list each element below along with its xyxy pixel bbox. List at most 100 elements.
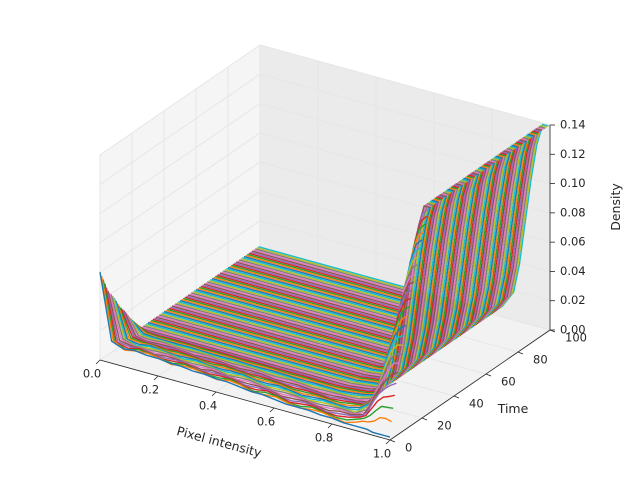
series-line — [151, 197, 442, 383]
series-line — [154, 195, 445, 381]
x-tick-label: 0.4 — [199, 399, 217, 413]
grid-line-z — [99, 44, 551, 156]
series-line — [216, 152, 507, 338]
series-line — [171, 183, 463, 368]
x-tick-label: 0.2 — [141, 383, 159, 397]
z-tick-label: 0.08 — [560, 205, 586, 219]
series-line — [221, 148, 512, 334]
series-line — [219, 150, 511, 335]
series-line — [157, 192, 448, 378]
x-tick-label: 1.0 — [373, 447, 391, 461]
x-axis-title: Pixel intensity — [175, 423, 264, 460]
z-tick-label: 0.02 — [560, 293, 586, 307]
series-line — [149, 198, 440, 384]
series-line — [194, 167, 485, 353]
series-line — [192, 168, 483, 354]
series-line — [163, 188, 455, 374]
series-line — [129, 247, 421, 397]
series-line — [139, 205, 431, 390]
grid-line-z — [99, 103, 551, 215]
series-line — [200, 163, 491, 349]
series-line — [211, 155, 503, 341]
grid-line-z — [99, 73, 551, 185]
z-tick-label: 0.04 — [560, 264, 586, 278]
series-line — [184, 174, 475, 360]
series-line — [215, 153, 506, 339]
y-axis-title: Time — [497, 401, 529, 416]
y-tick-label: 100 — [565, 331, 587, 345]
series-line — [224, 146, 515, 332]
y-tick-label: 40 — [469, 397, 484, 411]
series-line — [186, 173, 477, 359]
x-tick-mark — [153, 375, 159, 381]
y-tick-label: 0 — [405, 441, 412, 455]
series-line — [168, 185, 459, 371]
series-line — [128, 255, 420, 398]
series-line — [162, 189, 453, 375]
x-tick-mark — [211, 391, 217, 397]
y-tick-label: 60 — [501, 375, 516, 389]
series-line — [147, 199, 439, 385]
series-line — [99, 271, 391, 438]
series-line — [175, 180, 466, 366]
z-tick-label: 0.12 — [560, 147, 586, 161]
z-axis-title: Density — [608, 183, 623, 231]
series-line — [143, 202, 434, 388]
series-line — [152, 196, 443, 382]
series-line — [159, 191, 450, 377]
y-tick-mark — [421, 417, 428, 421]
chart-axes — [99, 125, 551, 441]
z-tick-label: 0.14 — [560, 118, 586, 132]
series-line — [141, 203, 432, 389]
series-line — [199, 164, 490, 350]
series-line — [173, 181, 464, 367]
series-line — [227, 144, 519, 330]
series-line — [223, 147, 514, 333]
x-tick-mark — [327, 423, 333, 429]
x-tick-label: 0.6 — [257, 415, 275, 429]
x-tick-mark — [269, 407, 275, 413]
series-line — [189, 170, 480, 356]
series-line — [136, 215, 428, 393]
x-tick-label: 0.0 — [83, 367, 101, 381]
series-line — [181, 176, 472, 362]
series-line — [207, 158, 498, 344]
series-line — [144, 201, 435, 387]
series-line — [229, 143, 520, 329]
series-line — [187, 172, 479, 357]
y-tick-mark — [517, 351, 524, 355]
series-line — [197, 165, 488, 351]
series-line — [202, 162, 493, 348]
series-line — [218, 151, 509, 337]
series-line — [146, 200, 437, 386]
series-line — [160, 190, 451, 376]
series-line — [191, 169, 482, 355]
y-axis-line — [389, 329, 551, 441]
y-tick-mark — [453, 395, 460, 399]
series-line — [138, 208, 429, 392]
x-tick-mark — [95, 359, 101, 365]
series-line — [203, 161, 495, 346]
series-line — [178, 178, 469, 364]
series-line — [167, 186, 458, 372]
x-tick-mark — [385, 439, 391, 445]
y-tick-label: 20 — [437, 419, 452, 433]
series-line — [226, 145, 517, 331]
y-tick-label: 80 — [533, 353, 548, 367]
series-line — [231, 142, 522, 328]
series-line — [195, 166, 487, 352]
series-line — [165, 187, 456, 373]
series-line — [179, 177, 471, 363]
y-tick-mark — [389, 439, 396, 443]
chart-series — [99, 123, 549, 438]
series-line — [134, 223, 426, 394]
x-tick-label: 0.8 — [315, 431, 333, 445]
series-line — [170, 184, 461, 370]
series-line — [155, 194, 447, 379]
x-axis-line — [99, 359, 391, 441]
series-line — [205, 159, 496, 345]
series-line — [213, 154, 504, 340]
series-line — [208, 157, 499, 343]
